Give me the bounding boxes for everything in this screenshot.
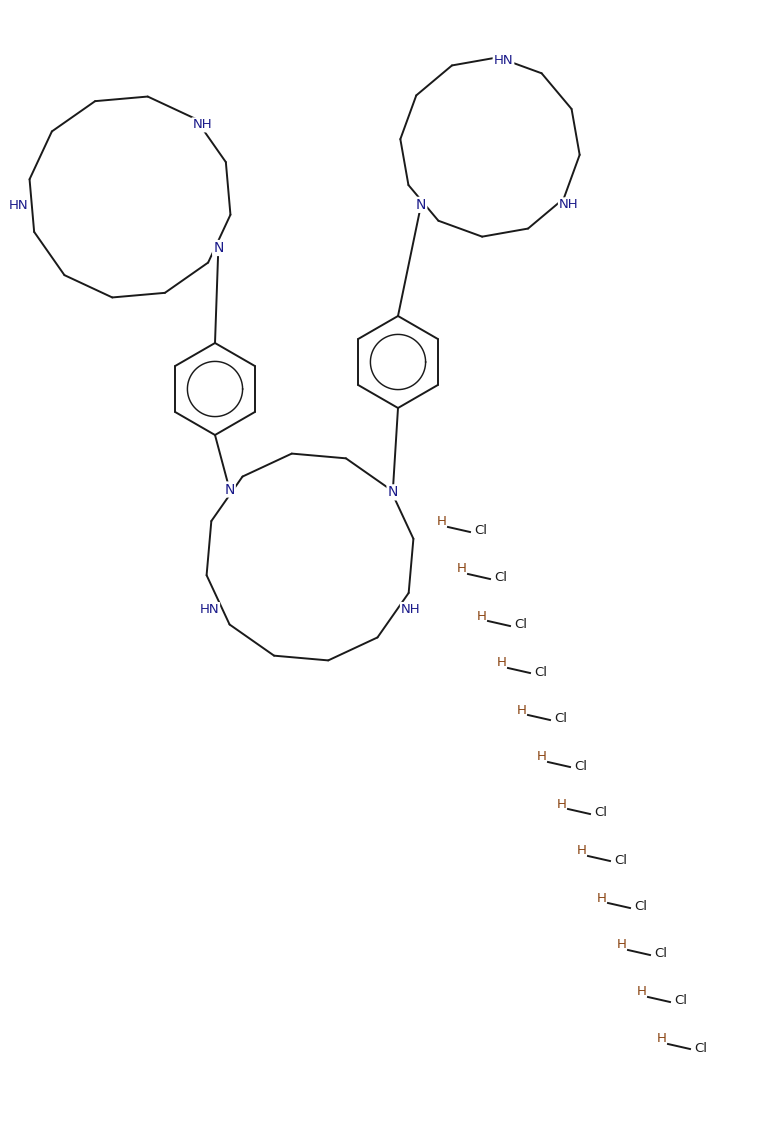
Text: NH: NH — [401, 603, 421, 616]
Text: Cl: Cl — [614, 853, 627, 867]
Text: H: H — [477, 610, 487, 622]
Text: N: N — [416, 198, 426, 212]
Text: H: H — [597, 891, 607, 905]
Text: H: H — [637, 985, 647, 999]
Text: Cl: Cl — [674, 994, 687, 1008]
Text: NH: NH — [559, 198, 578, 212]
Text: Cl: Cl — [594, 807, 607, 819]
Text: H: H — [517, 703, 527, 717]
Text: Cl: Cl — [574, 760, 587, 772]
Text: N: N — [387, 486, 398, 499]
Text: N: N — [213, 241, 224, 255]
Text: H: H — [577, 844, 587, 858]
Text: Cl: Cl — [654, 948, 667, 960]
Text: Cl: Cl — [474, 524, 487, 538]
Text: N: N — [224, 482, 234, 497]
Text: HN: HN — [9, 199, 28, 212]
Text: HN: HN — [494, 54, 513, 66]
Text: H: H — [657, 1032, 667, 1046]
Text: H: H — [557, 798, 567, 810]
Text: H: H — [437, 515, 447, 529]
Text: HN: HN — [199, 603, 219, 616]
Text: Cl: Cl — [514, 619, 527, 631]
Text: H: H — [617, 939, 627, 951]
Text: NH: NH — [193, 118, 212, 132]
Text: Cl: Cl — [494, 571, 507, 585]
Text: H: H — [497, 657, 507, 669]
Text: Cl: Cl — [534, 666, 547, 678]
Text: H: H — [537, 751, 547, 763]
Text: H: H — [457, 562, 467, 576]
Text: Cl: Cl — [694, 1041, 707, 1055]
Text: Cl: Cl — [634, 900, 647, 914]
Text: Cl: Cl — [554, 712, 567, 726]
